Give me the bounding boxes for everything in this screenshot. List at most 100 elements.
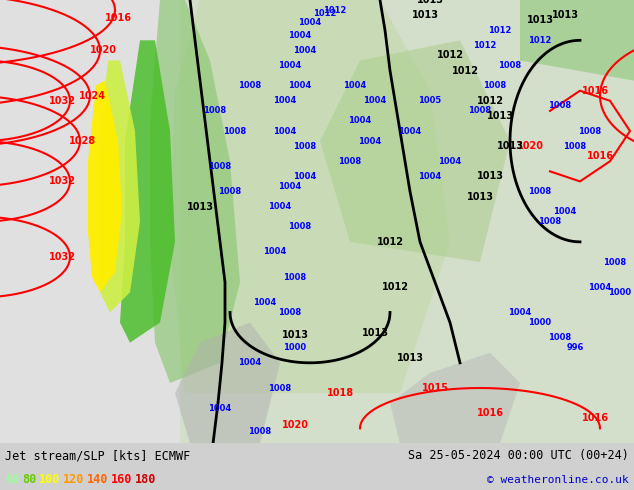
Text: 1016: 1016 <box>581 86 609 96</box>
Text: 60: 60 <box>5 473 19 487</box>
Text: © weatheronline.co.uk: © weatheronline.co.uk <box>488 475 629 485</box>
Text: 1012: 1012 <box>488 26 512 35</box>
Text: 1013: 1013 <box>396 353 424 363</box>
Polygon shape <box>98 60 140 313</box>
Text: 1020: 1020 <box>281 420 309 430</box>
Text: 1008: 1008 <box>204 106 226 115</box>
Text: 1004: 1004 <box>348 117 372 125</box>
Polygon shape <box>175 322 280 443</box>
Text: 1008: 1008 <box>469 106 491 115</box>
Text: 1004: 1004 <box>278 182 302 191</box>
Text: 1008: 1008 <box>294 142 316 150</box>
Text: 1004: 1004 <box>238 358 262 368</box>
Text: 1028: 1028 <box>68 136 96 146</box>
Text: 120: 120 <box>63 473 84 487</box>
Text: 1008: 1008 <box>209 162 231 171</box>
Polygon shape <box>170 0 450 393</box>
Text: 1004: 1004 <box>273 126 297 136</box>
Text: 1032: 1032 <box>48 176 75 186</box>
Text: 1004: 1004 <box>278 61 302 70</box>
Text: 1015: 1015 <box>422 383 448 393</box>
Text: 1004: 1004 <box>358 137 382 146</box>
Text: 1008: 1008 <box>223 126 247 136</box>
Text: 1012: 1012 <box>313 9 337 18</box>
Text: 1008: 1008 <box>548 101 572 110</box>
Text: 1008: 1008 <box>339 157 361 166</box>
Text: 1013: 1013 <box>281 330 309 340</box>
Text: 996: 996 <box>566 343 584 352</box>
Text: 1004: 1004 <box>553 207 577 216</box>
Text: 1004: 1004 <box>438 157 462 166</box>
Polygon shape <box>390 353 520 443</box>
Text: 1008: 1008 <box>604 258 626 267</box>
Text: 1013: 1013 <box>186 201 214 212</box>
Text: 1008: 1008 <box>219 187 242 196</box>
Text: 1012: 1012 <box>477 96 503 106</box>
Polygon shape <box>120 40 175 343</box>
Text: 1000: 1000 <box>528 318 552 327</box>
Text: 1032: 1032 <box>48 96 75 106</box>
Text: 1012: 1012 <box>323 5 347 15</box>
Polygon shape <box>520 0 634 81</box>
Text: 1024: 1024 <box>79 91 105 101</box>
Text: 1004: 1004 <box>294 46 316 55</box>
Text: 1008: 1008 <box>538 217 562 226</box>
Text: 1008: 1008 <box>268 384 292 392</box>
Text: 1008: 1008 <box>484 81 507 90</box>
Text: 1032: 1032 <box>48 252 75 262</box>
Text: 1012: 1012 <box>451 66 479 75</box>
Text: 1013: 1013 <box>486 111 514 121</box>
Text: 1008: 1008 <box>249 427 271 436</box>
Text: 1016: 1016 <box>586 151 614 161</box>
Text: 1004: 1004 <box>294 172 316 181</box>
Text: 1012: 1012 <box>474 41 496 50</box>
Text: 80: 80 <box>22 473 36 487</box>
Text: 1008: 1008 <box>528 187 552 196</box>
Text: 1008: 1008 <box>564 142 586 150</box>
Text: 1008: 1008 <box>238 81 262 90</box>
Polygon shape <box>320 40 510 262</box>
Text: 1020: 1020 <box>517 141 543 151</box>
Text: 1013: 1013 <box>526 15 553 25</box>
Text: 1013: 1013 <box>417 0 444 5</box>
Text: 1004: 1004 <box>588 283 612 292</box>
Text: 1000: 1000 <box>283 343 307 352</box>
Text: 1013: 1013 <box>477 172 503 181</box>
Text: 1004: 1004 <box>263 247 287 256</box>
Text: 1004: 1004 <box>508 308 532 317</box>
Polygon shape <box>180 0 634 443</box>
Text: 1004: 1004 <box>363 96 387 105</box>
Text: 1005: 1005 <box>418 96 442 105</box>
Text: 1004: 1004 <box>398 126 422 136</box>
Text: 1004: 1004 <box>299 18 321 26</box>
Text: 1013: 1013 <box>361 328 389 338</box>
Text: 1013: 1013 <box>552 10 578 20</box>
Text: 1012: 1012 <box>436 50 463 60</box>
Text: 1008: 1008 <box>283 272 307 282</box>
Text: 1016: 1016 <box>105 13 131 23</box>
Polygon shape <box>150 0 240 383</box>
Text: 1008: 1008 <box>548 333 572 342</box>
Text: Sa 25-05-2024 00:00 UTC (00+24): Sa 25-05-2024 00:00 UTC (00+24) <box>408 449 629 462</box>
Text: 1018: 1018 <box>327 388 354 398</box>
Text: 1004: 1004 <box>209 404 231 413</box>
Text: 1008: 1008 <box>288 222 311 231</box>
Text: 1008: 1008 <box>278 308 302 317</box>
Text: 1004: 1004 <box>273 96 297 105</box>
Text: 1020: 1020 <box>89 46 117 55</box>
Text: 140: 140 <box>87 473 108 487</box>
Polygon shape <box>88 81 122 292</box>
Text: 1004: 1004 <box>288 31 312 40</box>
Text: 1013: 1013 <box>496 141 524 151</box>
Text: Jet stream/SLP [kts] ECMWF: Jet stream/SLP [kts] ECMWF <box>5 449 190 462</box>
Text: 100: 100 <box>39 473 60 487</box>
Text: 1008: 1008 <box>498 61 522 70</box>
Text: 1016: 1016 <box>581 413 609 423</box>
Text: 1004: 1004 <box>268 202 292 211</box>
Text: 160: 160 <box>111 473 133 487</box>
Text: 1013: 1013 <box>467 192 493 201</box>
Text: 1012: 1012 <box>382 282 408 292</box>
Text: 1016: 1016 <box>477 408 503 418</box>
Text: 1004: 1004 <box>344 81 366 90</box>
Text: 1012: 1012 <box>528 36 552 45</box>
